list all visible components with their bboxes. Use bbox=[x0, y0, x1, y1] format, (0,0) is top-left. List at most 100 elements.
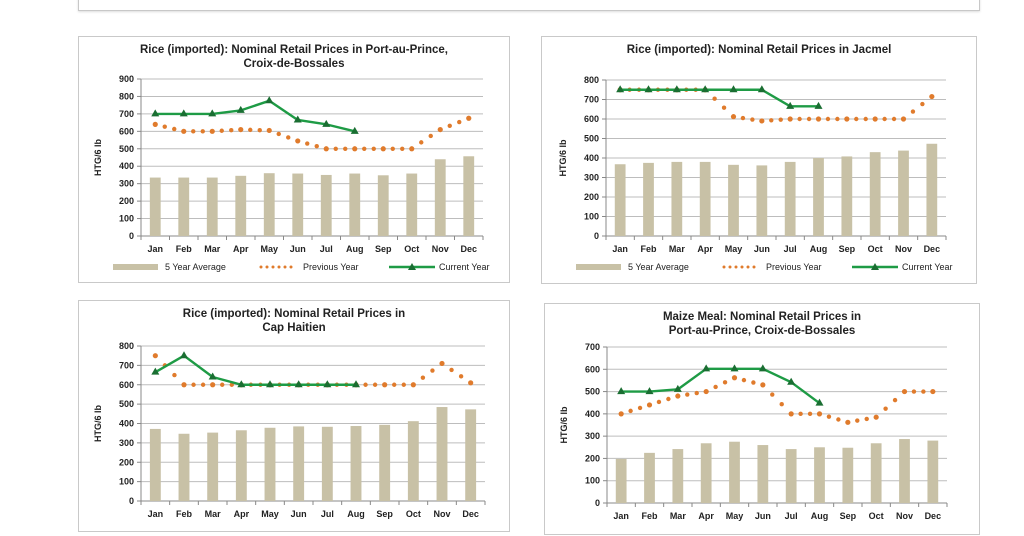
dot-previous-year bbox=[172, 372, 177, 378]
y-tick-label: 300 bbox=[119, 179, 134, 189]
dot-previous-year bbox=[920, 101, 925, 107]
point-current-year bbox=[617, 387, 626, 395]
dot-previous-year bbox=[219, 128, 224, 133]
point-previous-year bbox=[872, 116, 878, 122]
chart-title: Maize Meal: Nominal Retail Prices in Port… bbox=[545, 310, 979, 338]
x-tick-label: Sep bbox=[376, 509, 393, 519]
bar-5-year-average bbox=[407, 421, 419, 501]
y-tick-label: 300 bbox=[585, 431, 600, 441]
y-tick-label: 0 bbox=[595, 498, 600, 508]
legend-marker-current-year bbox=[871, 263, 879, 270]
point-previous-year bbox=[181, 382, 187, 388]
bar-5-year-average bbox=[207, 432, 219, 501]
point-current-year bbox=[616, 85, 625, 93]
bar-5-year-average bbox=[463, 156, 475, 236]
y-axis-label: HTG/6 lb bbox=[558, 139, 568, 177]
point-previous-year bbox=[238, 126, 244, 133]
dot-previous-year bbox=[200, 129, 205, 134]
point-current-year bbox=[673, 384, 682, 392]
bar-5-year-average bbox=[700, 443, 712, 503]
dot-previous-year bbox=[806, 116, 812, 122]
y-tick-label: 800 bbox=[119, 91, 134, 101]
point-previous-year bbox=[703, 388, 709, 395]
legend-swatch-previous-year bbox=[752, 265, 756, 269]
point-current-year bbox=[151, 109, 160, 117]
x-tick-label: Apr bbox=[234, 509, 250, 519]
x-tick-label: Oct bbox=[406, 509, 421, 519]
dot-previous-year bbox=[162, 124, 167, 129]
x-tick-label: Dec bbox=[462, 509, 479, 519]
y-tick-label: 500 bbox=[585, 387, 600, 397]
chart-panel-rice-jacmel: Rice (imported): Nominal Retail Prices i… bbox=[541, 36, 977, 284]
x-tick-label: Nov bbox=[432, 244, 449, 254]
dot-previous-year bbox=[229, 127, 234, 133]
x-tick-label: May bbox=[260, 244, 278, 254]
dot-previous-year bbox=[428, 133, 433, 139]
point-previous-year bbox=[468, 380, 474, 386]
bar-5-year-average bbox=[643, 162, 654, 236]
point-current-year bbox=[701, 85, 710, 93]
bar-5-year-average bbox=[614, 164, 626, 236]
x-tick-label: Jul bbox=[785, 511, 798, 521]
point-previous-year bbox=[409, 146, 415, 152]
line-current-year bbox=[154, 354, 356, 386]
y-tick-label: 0 bbox=[594, 231, 599, 241]
y-tick-label: 100 bbox=[119, 214, 134, 224]
point-current-year bbox=[702, 364, 711, 372]
x-tick-label: Apr bbox=[698, 511, 714, 521]
x-tick-label: Jul bbox=[321, 509, 334, 519]
dot-previous-year bbox=[430, 368, 435, 373]
chart-title: Rice (imported): Nominal Retail Prices i… bbox=[542, 43, 976, 57]
y-axis-label: HTG/6 lb bbox=[93, 139, 103, 177]
dot-previous-year bbox=[751, 380, 756, 385]
dot-previous-year bbox=[656, 399, 662, 405]
point-previous-year bbox=[466, 115, 472, 121]
dot-previous-year bbox=[200, 382, 206, 387]
chart-panel-maize-meal-port-au-prince: Maize Meal: Nominal Retail Prices in Port… bbox=[544, 303, 980, 535]
x-tick-label: Aug bbox=[810, 244, 828, 254]
bar-5-year-average bbox=[320, 174, 332, 236]
point-current-year bbox=[645, 387, 654, 395]
dot-previous-year bbox=[449, 367, 454, 373]
chart-svg: 0 100 200 300 400 500 600 700 800 HTG/6 lb Jan Feb M… bbox=[558, 75, 953, 272]
dot-previous-year bbox=[362, 146, 367, 151]
dot-previous-year bbox=[910, 109, 916, 114]
bar-5-year-average bbox=[869, 152, 881, 236]
point-previous-year bbox=[152, 353, 158, 359]
y-tick-label: 200 bbox=[584, 192, 599, 202]
dot-previous-year bbox=[372, 382, 378, 387]
bar-5-year-average bbox=[149, 177, 161, 236]
x-tick-label: Jun bbox=[755, 511, 771, 521]
x-tick-label: Feb bbox=[640, 244, 657, 254]
point-previous-year bbox=[209, 128, 215, 134]
y-tick-label: 200 bbox=[119, 196, 134, 206]
point-current-year bbox=[730, 364, 739, 372]
dot-previous-year bbox=[855, 418, 860, 423]
chart-svg: 0 100 200 300 400 500 600 700 HTG/6 lb Jan Feb Mar A… bbox=[559, 342, 948, 521]
dot-previous-year bbox=[314, 143, 319, 149]
x-tick-label: Nov bbox=[433, 509, 450, 519]
x-tick-label: Dec bbox=[925, 511, 942, 521]
x-tick-label: Dec bbox=[460, 244, 477, 254]
y-tick-label: 0 bbox=[129, 496, 134, 506]
y-tick-label: 800 bbox=[119, 341, 134, 351]
point-previous-year bbox=[382, 382, 388, 388]
x-tick-label: Oct bbox=[868, 244, 883, 254]
dot-previous-year bbox=[371, 146, 376, 151]
y-tick-label: 500 bbox=[119, 144, 134, 154]
chart-title-line: Rice (imported): Nominal Retail Prices i… bbox=[626, 44, 892, 56]
dot-previous-year bbox=[628, 408, 633, 414]
y-axis-label: HTG/6 lb bbox=[93, 405, 103, 443]
chart-title-line: Cap Haitien bbox=[262, 322, 326, 334]
x-tick-label: May bbox=[726, 511, 744, 521]
dot-previous-year bbox=[400, 146, 405, 151]
point-previous-year bbox=[152, 121, 158, 127]
point-previous-year bbox=[844, 116, 850, 122]
dot-previous-year bbox=[191, 382, 196, 387]
dot-previous-year bbox=[447, 123, 452, 129]
bar-5-year-average bbox=[434, 159, 446, 236]
point-current-year bbox=[293, 115, 302, 123]
x-tick-label: Dec bbox=[924, 244, 941, 254]
dot-previous-year bbox=[826, 414, 832, 419]
dot-previous-year bbox=[257, 127, 262, 133]
